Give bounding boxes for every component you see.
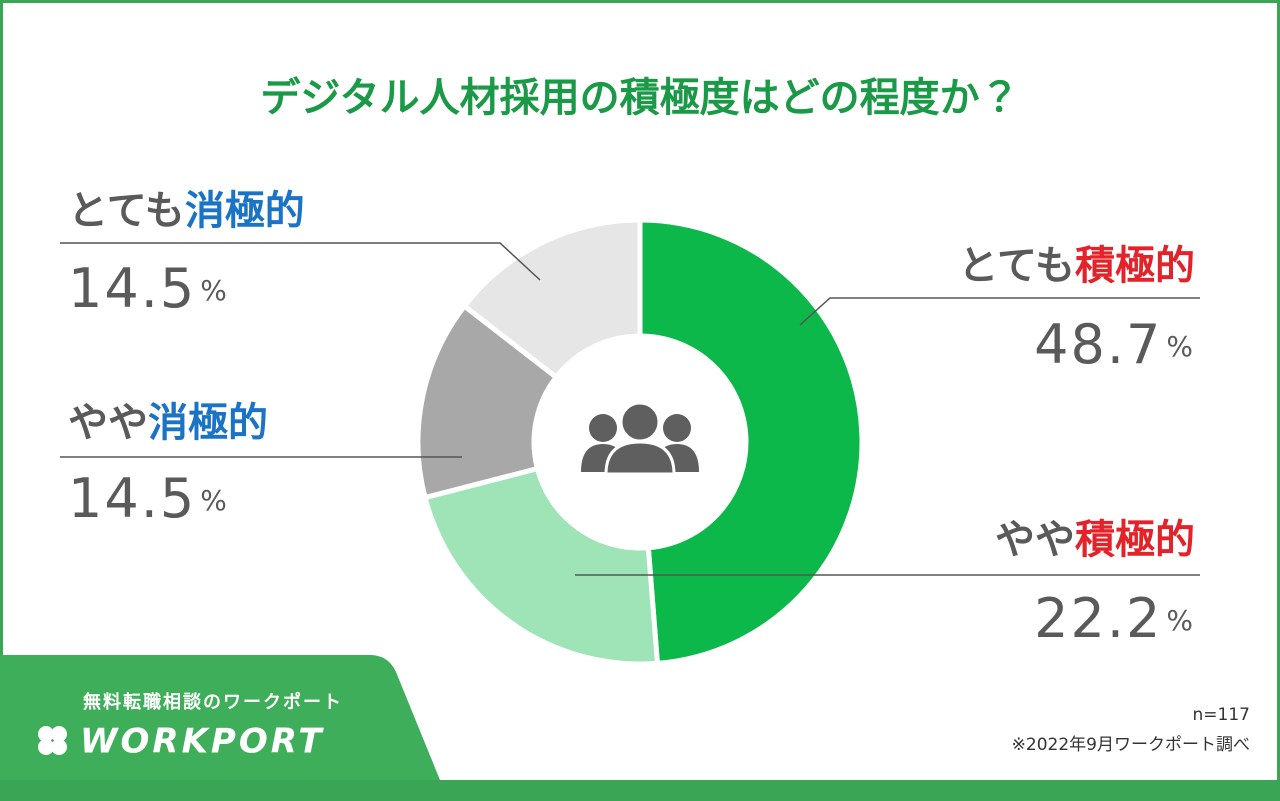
label-emphasis: 消極的: [148, 400, 268, 446]
bottom-band: [0, 780, 1280, 801]
value-number: 14.5: [68, 257, 196, 320]
value-number: 48.7: [1034, 313, 1162, 376]
category-label: とても消極的: [68, 188, 305, 234]
donut: [415, 217, 865, 667]
value-unit: %: [1166, 604, 1195, 637]
category-label: やや積極的: [995, 517, 1195, 563]
label-emphasis: 消極的: [185, 188, 305, 234]
value-unit: %: [200, 484, 229, 517]
label-prefix: やや: [995, 517, 1075, 563]
category-label: やや消極的: [68, 400, 268, 446]
category-label: とても積極的: [958, 243, 1195, 289]
value-label: 14.5%: [68, 467, 229, 530]
source-note: ※2022年9月ワークポート調べ: [1012, 735, 1250, 755]
value-label: 22.2%: [1034, 587, 1195, 650]
value-number: 22.2: [1034, 587, 1162, 650]
label-emphasis: 積極的: [1075, 243, 1195, 289]
donut-slice: [637, 217, 865, 667]
value-number: 14.5: [68, 467, 196, 530]
label-prefix: とても: [958, 243, 1075, 289]
value-unit: %: [1166, 330, 1195, 363]
label-emphasis: 積極的: [1075, 517, 1195, 563]
value-label: 48.7%: [1034, 313, 1195, 376]
label-prefix: やや: [68, 400, 148, 446]
value-label: 14.5%: [68, 257, 229, 320]
brand-clover: [38, 726, 67, 755]
leader-line: [60, 242, 541, 281]
people-icon: [581, 401, 699, 476]
brand-tab: [0, 655, 440, 780]
chart-title: デジタル人材採用の積極度はどの程度か？: [260, 75, 1019, 121]
value-unit: %: [200, 274, 229, 307]
donut-slice: [415, 302, 560, 501]
donut-slice: [422, 465, 661, 667]
brand-tagline: 無料転職相談のワークポート: [83, 691, 343, 713]
donut-slice: [460, 217, 643, 381]
brand-logo: WORKPORT: [80, 722, 325, 762]
sample-size: n=117: [1193, 705, 1250, 725]
label-prefix: とても: [68, 188, 185, 234]
leader-line: [799, 297, 1200, 326]
